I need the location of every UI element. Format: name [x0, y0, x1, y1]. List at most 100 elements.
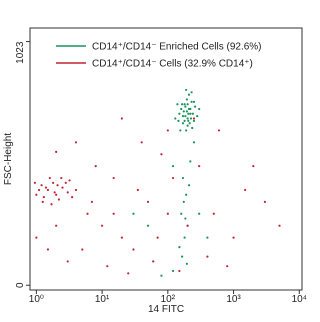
data-point — [64, 181, 67, 184]
data-point — [42, 196, 45, 199]
data-point — [198, 165, 201, 168]
data-point — [187, 112, 190, 115]
data-point — [184, 217, 187, 220]
data-point — [212, 212, 215, 215]
data-point — [178, 269, 181, 273]
data-point — [74, 141, 78, 144]
data-point — [166, 129, 169, 132]
data-point — [46, 188, 50, 192]
data-point — [46, 248, 50, 251]
data-point — [183, 236, 186, 239]
data-point — [177, 119, 180, 122]
x-tick-label: 10⁴ — [292, 294, 307, 305]
data-point — [112, 212, 115, 215]
data-point — [187, 184, 191, 187]
data-point — [193, 105, 197, 108]
data-point — [184, 105, 187, 108]
data-point — [132, 248, 135, 251]
data-point — [55, 150, 58, 153]
data-point — [174, 117, 177, 120]
data-point — [191, 112, 194, 115]
data-point — [171, 176, 175, 180]
data-point — [166, 212, 169, 215]
data-point — [160, 153, 163, 156]
data-point — [171, 269, 175, 273]
data-point — [120, 236, 123, 239]
data-point — [181, 122, 185, 125]
data-point — [81, 248, 84, 251]
data-point — [189, 160, 192, 163]
data-point — [50, 203, 53, 206]
data-point — [44, 186, 48, 189]
data-point — [53, 191, 56, 194]
data-point — [198, 212, 201, 215]
data-point — [184, 115, 187, 118]
data-point — [187, 107, 191, 111]
data-point — [106, 265, 109, 268]
data-point — [232, 236, 235, 239]
data-point — [181, 176, 185, 180]
data-point — [182, 200, 185, 203]
data-point — [189, 112, 192, 115]
data-point — [160, 274, 163, 277]
data-point — [146, 200, 150, 203]
data-point — [48, 176, 51, 180]
data-point — [226, 265, 229, 268]
data-point — [176, 103, 179, 106]
data-point — [183, 119, 186, 122]
legend-label: CD14⁺/CD14⁻ Enriched Cells (92.6%) — [92, 42, 262, 53]
x-tick-label: 10² — [161, 294, 176, 305]
y-tick-label: 0 — [15, 282, 26, 288]
data-point — [252, 165, 255, 168]
data-point — [94, 165, 97, 168]
data-point — [186, 117, 189, 120]
data-point — [60, 176, 63, 180]
data-point — [206, 255, 209, 258]
data-point — [191, 126, 194, 130]
data-point — [185, 262, 188, 265]
data-point — [71, 196, 74, 199]
data-point — [55, 224, 58, 227]
data-point — [156, 236, 159, 239]
data-point — [57, 198, 60, 201]
data-point — [90, 200, 94, 203]
x-axis-label: 14 FITC — [148, 304, 184, 315]
data-point — [189, 117, 193, 120]
data-point — [278, 224, 281, 227]
data-point — [74, 188, 78, 192]
data-point — [152, 260, 155, 263]
data-point — [185, 129, 188, 132]
legend-label: CD14⁺/CD14⁻ Cells (32.9% CD14⁺) — [92, 59, 253, 70]
data-point — [35, 193, 38, 196]
data-point — [186, 103, 189, 106]
data-point — [181, 255, 184, 258]
data-point — [35, 236, 38, 239]
data-point — [198, 107, 201, 111]
data-point — [186, 224, 189, 227]
data-point — [120, 117, 123, 120]
data-point — [140, 141, 143, 144]
data-point — [180, 212, 183, 215]
data-point — [185, 88, 188, 92]
data-point — [244, 188, 247, 192]
data-point — [179, 129, 182, 132]
data-point — [178, 246, 181, 249]
data-point — [68, 179, 71, 182]
x-tick-label: 10¹ — [95, 294, 110, 305]
data-point — [185, 98, 188, 101]
data-point — [86, 212, 89, 215]
data-point — [190, 100, 193, 103]
data-point — [192, 119, 196, 122]
data-point — [55, 193, 58, 196]
data-point — [41, 200, 44, 203]
data-point — [146, 224, 150, 227]
data-point — [182, 110, 185, 113]
data-point — [40, 184, 43, 187]
data-point — [187, 93, 191, 96]
data-point — [186, 124, 189, 127]
data-point — [188, 122, 191, 125]
data-point — [66, 260, 69, 263]
data-point — [33, 181, 37, 184]
data-point — [263, 200, 267, 203]
